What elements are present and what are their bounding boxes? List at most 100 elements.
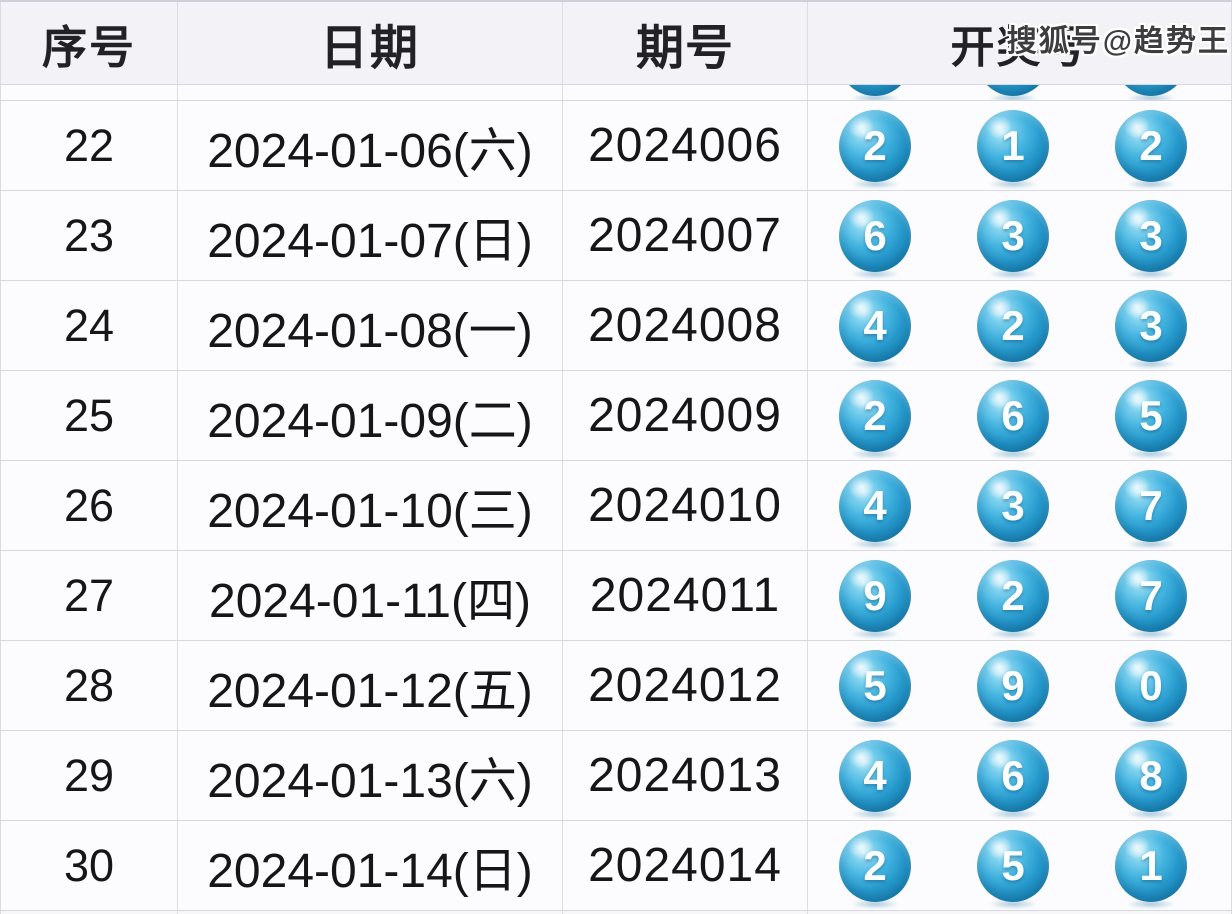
ball: 2 [977,289,1049,362]
ball: 9 [977,649,1049,722]
ball: 5 [977,829,1049,902]
row-date: 2024-01-07(日) [178,191,563,280]
column-header-numbers-label: 开奖号 [950,23,1089,72]
lottery-ball: 5 [839,649,911,722]
row-numbers: 2 5 1 [808,821,1231,910]
table-row: 27 2024-01-11(四) 2024011 9 2 7 [1,551,1231,641]
lottery-ball: 8 [1115,739,1187,812]
lottery-ball: 1 [977,109,1049,182]
row-numbers: 9 2 7 [808,551,1231,640]
ball-bottom-remnant [839,85,911,96]
ball: 7 [1115,469,1187,542]
ball: 6 [839,199,911,272]
column-header-period: 期号 [563,2,808,84]
ball: 2 [839,379,911,452]
lottery-ball: 6 [977,739,1049,812]
table-row: 25 2024-01-09(二) 2024009 2 6 5 [1,371,1231,461]
table-row: 24 2024-01-08(一) 2024008 4 2 3 [1,281,1231,371]
ball: 2 [839,109,911,182]
ball: 4 [839,289,911,362]
table-row: 30 2024-01-14(日) 2024014 2 5 1 [1,821,1231,911]
lottery-ball: 4 [839,739,911,812]
row-date: 2024-01-14(日) [178,821,563,910]
table-row: 26 2024-01-10(三) 2024010 4 3 7 [1,461,1231,551]
ball: 3 [977,199,1049,272]
ball: 2 [839,829,911,902]
table-row: 28 2024-01-12(五) 2024012 5 9 0 [1,641,1231,731]
ball: 2 [1115,109,1187,182]
lottery-ball: 4 [839,469,911,542]
row-numbers: 5 9 0 [808,641,1231,730]
lottery-ball: 6 [839,199,911,272]
lottery-ball: 9 [977,649,1049,722]
partial-previous-row [1,85,1231,101]
lottery-ball-partial [839,85,911,96]
partial-cell [178,911,563,914]
row-period: 2024014 [563,821,808,910]
row-numbers: 4 2 3 [808,281,1231,370]
ball-bottom-remnant [977,85,1049,96]
row-date: 2024-01-12(五) [178,641,563,730]
ball: 4 [839,469,911,542]
ball: 1 [977,109,1049,182]
ball-bottom-remnant [1115,85,1187,96]
lottery-ball: 1 [1115,829,1187,902]
lottery-ball: 3 [1115,289,1187,362]
partial-ball-cell [808,85,1231,100]
row-index: 28 [1,641,178,730]
row-index: 26 [1,461,178,550]
row-period: 2024009 [563,371,808,460]
row-period: 2024006 [563,101,808,190]
lottery-ball-partial [1115,85,1187,96]
watermark-text: 搜狐号@趋势王 [1006,25,1230,58]
lottery-ball: 3 [1115,199,1187,272]
lottery-ball: 4 [839,289,911,362]
row-index: 29 [1,731,178,820]
ball: 3 [1115,289,1187,362]
lottery-ball: 5 [977,829,1049,902]
column-header-date: 日期 [178,2,563,84]
row-index: 24 [1,281,178,370]
lottery-ball: 5 [1115,379,1187,452]
lottery-ball: 3 [977,469,1049,542]
lottery-ball: 2 [839,829,911,902]
lottery-ball: 2 [977,559,1049,632]
ball: 2 [977,559,1049,632]
ball: 8 [1115,739,1187,812]
column-header-numbers: 开奖号 [808,2,1231,84]
partial-cell [178,85,563,100]
row-index: 23 [1,191,178,280]
row-date: 2024-01-10(三) [178,461,563,550]
row-index: 25 [1,371,178,460]
partial-next-row [1,911,1231,914]
lottery-ball: 7 [1115,559,1187,632]
table-row: 23 2024-01-07(日) 2024007 6 3 3 [1,191,1231,281]
table-header-row: 序号 日期 期号 开奖号 [1,2,1231,85]
lottery-ball: 2 [839,379,911,452]
row-numbers: 2 1 2 [808,101,1231,190]
row-numbers: 4 6 8 [808,731,1231,820]
ball: 9 [839,559,911,632]
row-index: 30 [1,821,178,910]
lottery-ball: 2 [977,289,1049,362]
ball: 5 [1115,379,1187,452]
ball: 1 [1115,829,1187,902]
row-period: 2024008 [563,281,808,370]
ball: 0 [1115,649,1187,722]
row-period: 2024007 [563,191,808,280]
ball: 5 [839,649,911,722]
table-row: 29 2024-01-13(六) 2024013 4 6 8 [1,731,1231,821]
partial-cell [563,911,808,914]
partial-cell [563,85,808,100]
ball: 6 [977,379,1049,452]
ball: 7 [1115,559,1187,632]
ball: 3 [977,469,1049,542]
row-index: 27 [1,551,178,640]
row-numbers: 2 6 5 [808,371,1231,460]
row-index: 22 [1,101,178,190]
ball: 3 [1115,199,1187,272]
row-numbers: 4 3 7 [808,461,1231,550]
row-date: 2024-01-06(六) [178,101,563,190]
